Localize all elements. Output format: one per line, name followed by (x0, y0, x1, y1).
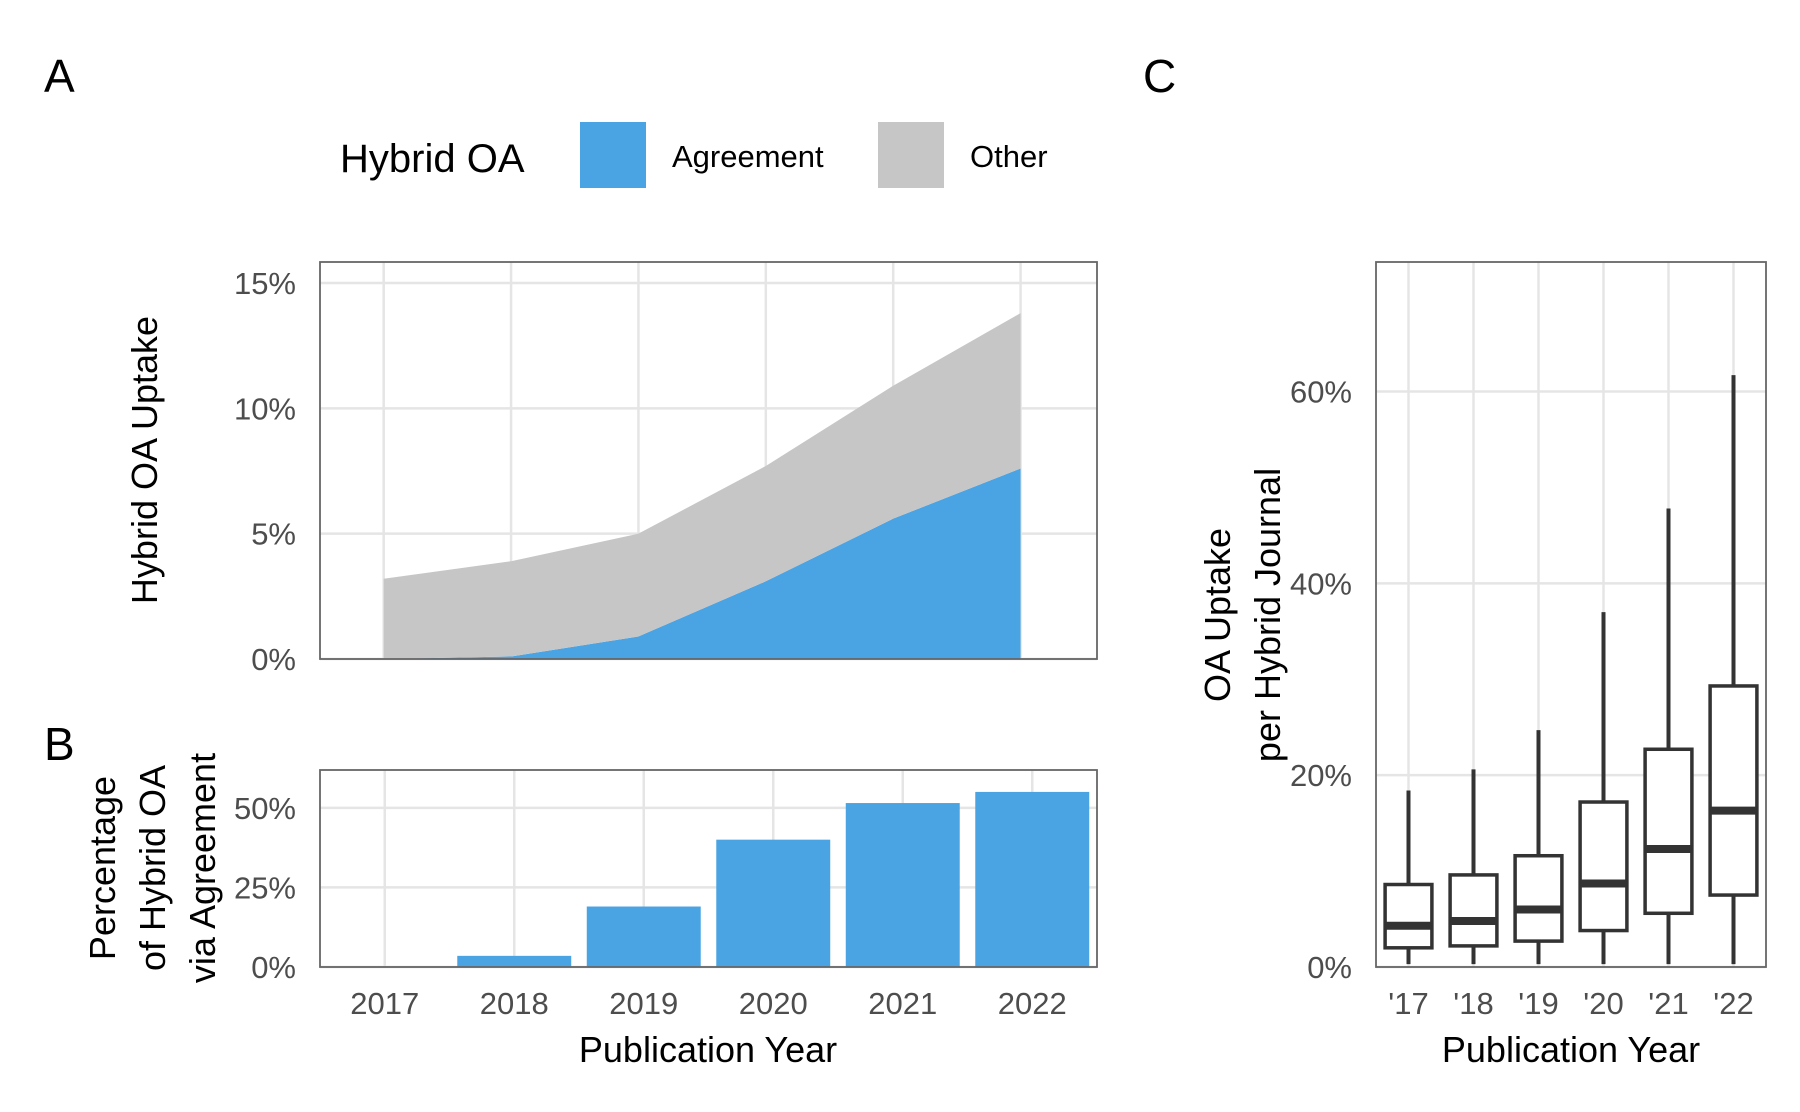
legend-swatch-agreement (580, 122, 646, 188)
panel-a-area-chart: 0% 5% 10% 15% Hybrid OA Uptake (124, 261, 1098, 677)
panel-a-areas (383, 313, 1021, 659)
panel-b-x-tick-label: 2020 (739, 986, 808, 1021)
panel-c-box-plot: 0% 20% 40% 60% '17 '18 '19 '20 '21 '22 Publicati… (1197, 261, 1767, 1070)
panel-label-b: B (44, 718, 75, 770)
box-iqr (1383, 882, 1434, 950)
panel-a-frame (319, 261, 1098, 660)
panel-b-y-axis-title-line-1: Percentage (82, 776, 123, 960)
panel-c-y-axis-title-line-1: OA Uptake (1197, 528, 1238, 702)
panel-label-a: A (44, 50, 75, 102)
panel-b-frame (319, 769, 1098, 968)
box-17 (1383, 790, 1434, 965)
area-agreement (383, 468, 1021, 659)
panel-c-y-tick-label: 40% (1290, 566, 1352, 601)
panel-c-x-tick-label: '20 (1583, 986, 1623, 1021)
box-21 (1643, 508, 1694, 965)
panel-b-x-tick-label: 2017 (350, 986, 419, 1021)
panel-b-x-ticks: 2017 2018 2019 2020 2021 2022 (350, 986, 1066, 1021)
panel-b-x-tick-label: 2018 (480, 986, 549, 1021)
box-iqr (1578, 800, 1629, 933)
panel-b-x-tick-label: 2021 (868, 986, 937, 1021)
panel-a-y-tick-label: 15% (234, 266, 296, 301)
box-22 (1708, 375, 1759, 965)
panel-c-x-ticks: '17 '18 '19 '20 '21 '22 (1388, 986, 1753, 1021)
area-other (383, 313, 1021, 659)
box-iqr (1708, 684, 1759, 897)
panel-b-x-tick-label: 2019 (609, 986, 678, 1021)
panel-c-y-ticks: 0% 20% 40% 60% (1290, 374, 1352, 985)
panel-b-y-tick-label: 0% (251, 950, 296, 985)
panel-b-bar-chart: 0% 25% 50% 2017 2018 2019 2020 2021 2022 Public… (82, 753, 1098, 1070)
panel-a-y-axis-title: Hybrid OA Uptake (124, 316, 165, 604)
box-19 (1513, 730, 1564, 965)
panel-b-x-tick-label: 2022 (998, 986, 1067, 1021)
legend-label-other: Other (970, 139, 1048, 174)
panel-c-frame (1375, 261, 1767, 968)
panel-b-bars (457, 791, 1090, 967)
box-iqr (1448, 873, 1499, 948)
panel-c-x-tick-label: '18 (1453, 986, 1493, 1021)
panel-c-y-axis-title-line-2: per Hybrid Journal (1247, 468, 1288, 762)
panel-c-x-tick-label: '19 (1518, 986, 1558, 1021)
legend-swatch-other (878, 122, 944, 188)
panel-b-y-tick-label: 25% (234, 870, 296, 905)
panel-b-y-axis-title-line-2: of Hybrid OA (132, 765, 173, 971)
bar-2020 (716, 839, 831, 967)
legend-label-agreement: Agreement (672, 139, 824, 174)
box-20 (1578, 612, 1629, 965)
panel-c-x-axis-title: Publication Year (1442, 1029, 1700, 1070)
panel-c-y-tick-label: 0% (1307, 950, 1352, 985)
panel-c-y-tick-label: 60% (1290, 374, 1352, 409)
panel-c-x-tick-label: '21 (1648, 986, 1688, 1021)
panel-b-y-ticks: 0% 25% 50% (234, 791, 296, 985)
panel-a-y-tick-label: 10% (234, 391, 296, 426)
panel-a-y-tick-label: 0% (251, 642, 296, 677)
panel-c-boxes (1383, 375, 1759, 965)
bar-2019 (586, 906, 701, 967)
box-iqr (1643, 747, 1694, 916)
panel-b-y-axis-title: Percentage of Hybrid OA via Agreement (82, 753, 223, 983)
box-18 (1448, 769, 1499, 965)
bar-2018 (457, 955, 572, 967)
panel-c-y-tick-label: 20% (1290, 758, 1352, 793)
panel-label-c: C (1143, 50, 1176, 102)
legend-title: Hybrid OA (340, 137, 525, 181)
bar-2021 (845, 803, 960, 967)
box-iqr (1513, 853, 1564, 943)
panel-c-x-tick-label: '17 (1388, 986, 1428, 1021)
panel-b-x-axis-title: Publication Year (579, 1029, 837, 1070)
bar-2022 (975, 791, 1090, 967)
panel-c-gridlines (1376, 262, 1766, 969)
panel-a-y-tick-label: 5% (251, 517, 296, 552)
panel-b-y-tick-label: 50% (234, 791, 296, 826)
panel-c-x-tick-label: '22 (1713, 986, 1753, 1021)
panel-a-y-ticks: 0% 5% 10% 15% (234, 266, 296, 677)
legend: Hybrid OA Agreement Other (340, 122, 1048, 188)
panel-b-y-axis-title-line-3: via Agreement (182, 753, 223, 983)
